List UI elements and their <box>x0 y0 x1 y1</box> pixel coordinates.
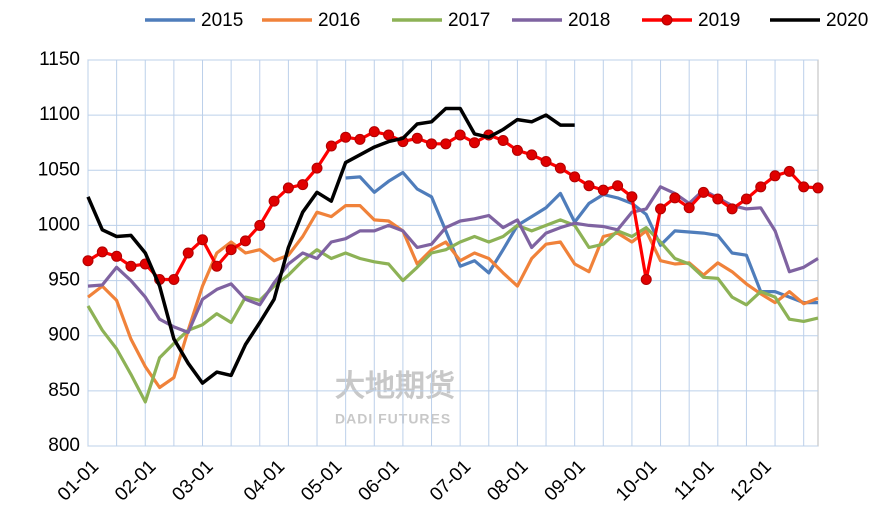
marker <box>440 138 452 150</box>
marker <box>783 165 795 177</box>
y-tick-label: 850 <box>48 380 80 401</box>
marker <box>712 193 724 205</box>
marker <box>612 180 624 192</box>
x-tick-label: 02-01 <box>111 456 160 505</box>
x-tick-label: 08-01 <box>483 456 532 505</box>
marker <box>311 162 323 174</box>
marker <box>540 155 552 167</box>
watermark: 大地期货 <box>335 369 455 403</box>
marker <box>554 162 566 174</box>
marker <box>383 129 395 141</box>
marker <box>755 181 767 193</box>
marker <box>511 144 523 156</box>
marker <box>697 186 709 198</box>
marker <box>640 273 652 285</box>
marker <box>325 140 337 152</box>
x-tick-label: 07-01 <box>426 456 475 505</box>
legend-label: 2019 <box>698 10 740 31</box>
y-tick-label: 1000 <box>38 214 80 235</box>
marker <box>497 135 509 147</box>
y-tick-label: 800 <box>48 435 80 456</box>
marker <box>798 181 810 193</box>
marker <box>254 219 266 231</box>
y-tick-label: 1150 <box>39 49 80 70</box>
marker <box>354 133 366 145</box>
marker <box>182 247 194 259</box>
series-line <box>86 106 575 385</box>
series-line <box>86 218 819 404</box>
y-tick-label: 1050 <box>38 159 80 180</box>
series-line <box>345 170 818 305</box>
marker <box>111 250 123 262</box>
marker <box>655 203 667 215</box>
marker <box>769 170 781 182</box>
marker <box>340 131 352 143</box>
marker <box>426 138 438 150</box>
marker <box>812 182 824 194</box>
x-tick-label: 05-01 <box>297 456 346 505</box>
x-tick-label: 01-01 <box>54 456 103 505</box>
marker <box>239 235 251 247</box>
x-tick-label: 11-01 <box>670 456 718 504</box>
marker <box>125 260 137 272</box>
marker <box>468 137 480 149</box>
marker <box>726 203 738 215</box>
marker <box>569 171 581 183</box>
series-line <box>87 130 819 282</box>
marker <box>168 273 180 285</box>
x-tick-label: 09-01 <box>541 456 590 505</box>
marker <box>225 244 237 256</box>
y-tick-label: 1100 <box>39 104 80 125</box>
marker <box>454 129 466 141</box>
marker <box>411 132 423 144</box>
marker <box>683 202 695 214</box>
watermark: DADI FUTURES <box>335 411 451 427</box>
y-tick-label: 950 <box>48 270 80 291</box>
marker <box>197 234 209 246</box>
legend-label: 2018 <box>568 10 610 31</box>
marker <box>96 246 108 258</box>
series-line <box>87 185 819 334</box>
marker <box>368 126 380 138</box>
legend-marker <box>661 14 673 26</box>
legend-label: 2017 <box>448 10 490 31</box>
y-tick-label: 900 <box>48 325 80 346</box>
marker <box>82 255 94 267</box>
marker <box>669 192 681 204</box>
x-tick-label: 10-01 <box>612 456 661 505</box>
marker <box>268 195 280 207</box>
marker <box>626 191 638 203</box>
x-tick-label: 03-01 <box>168 456 217 505</box>
x-tick-label: 04-01 <box>240 456 289 505</box>
legend-label: 2020 <box>826 10 868 31</box>
marker <box>211 260 223 272</box>
marker <box>526 149 538 161</box>
marker <box>597 184 609 196</box>
marker <box>740 193 752 205</box>
legend-label: 2016 <box>318 10 360 31</box>
marker <box>583 180 595 192</box>
x-tick-label: 12-01 <box>727 456 776 505</box>
marker <box>282 182 294 194</box>
marker <box>297 179 309 191</box>
x-tick-label: 06-01 <box>354 456 403 505</box>
legend-label: 2015 <box>201 10 243 31</box>
